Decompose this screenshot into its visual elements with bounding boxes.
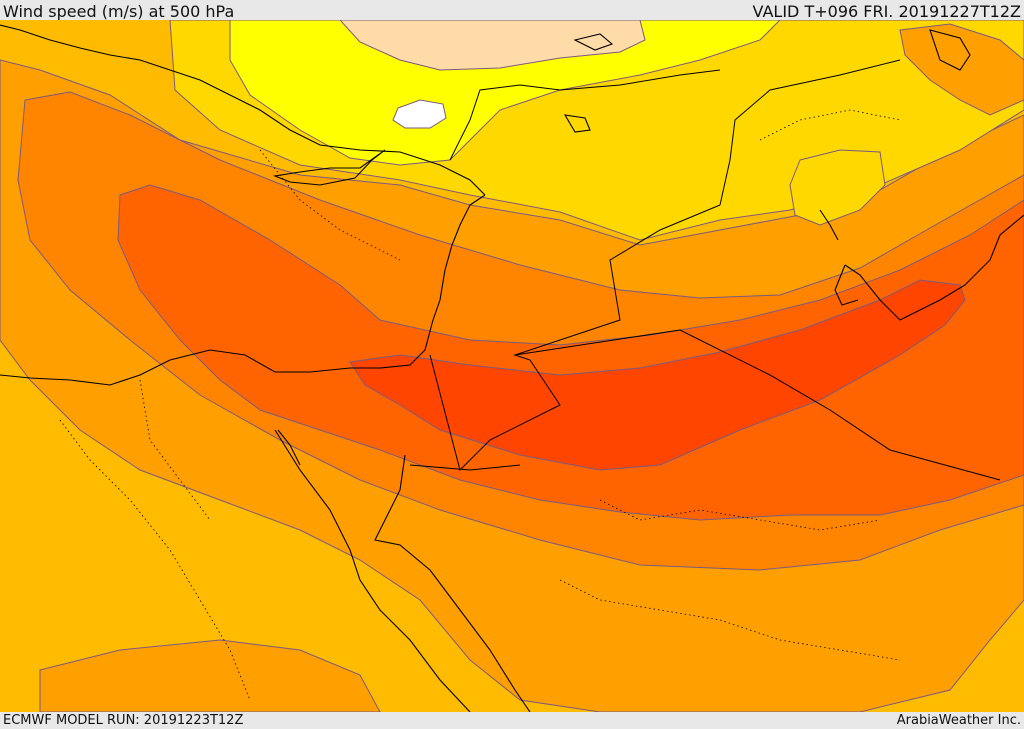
credit-label: ArabiaWeather Inc. [896,713,1021,728]
model-run-label: ECMWF MODEL RUN: 20191223T12Z [3,713,244,728]
map-title: Wind speed (m/s) at 500 hPa [3,2,235,21]
footer-bar: ECMWF MODEL RUN: 20191223T12Z ArabiaWeat… [0,712,1024,729]
field-weakest [392,99,447,129]
valid-time-label: VALID T+096 FRI. 20191227T12Z [752,2,1021,21]
field-jet-core [349,279,966,471]
borders [409,59,1001,481]
field-very-strong [117,184,1024,521]
header-bar: Wind speed (m/s) at 500 hPa VALID T+096 … [0,0,1024,21]
field-very-weak [339,20,646,71]
internal-boundaries [59,109,901,701]
field-moderate-patch-southwest [39,639,381,712]
field-moderate-patch-northeast [899,23,1024,116]
map-canvas [0,20,1024,712]
field-light-patch-east [789,149,886,226]
wind-speed-map [0,20,1024,712]
coastlines [0,24,1024,712]
field-weak [229,20,781,166]
